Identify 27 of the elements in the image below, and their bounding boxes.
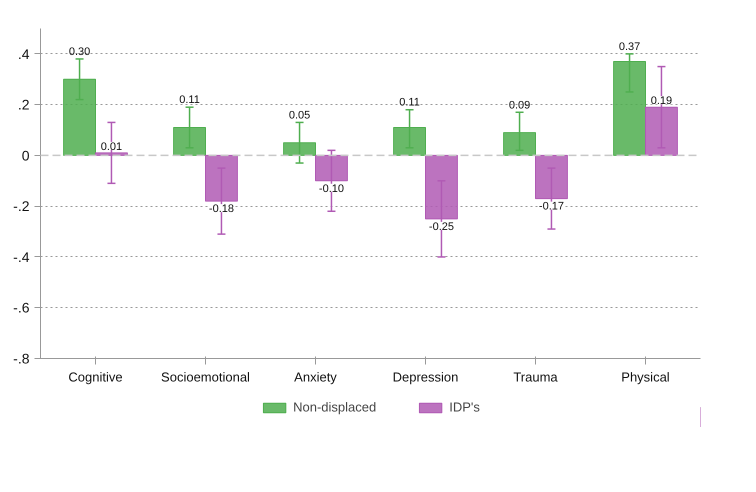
data-label: 0.11 (399, 96, 420, 109)
data-label: -0.10 (318, 182, 344, 195)
x-tick-label: Socioemotional (161, 370, 250, 384)
y-tick-label: -.6 (13, 300, 30, 316)
data-label: 0.30 (68, 46, 90, 58)
data-label: 0.19 (650, 95, 672, 108)
x-tick-label: Trauma (513, 370, 558, 384)
y-tick-label: .2 (18, 96, 30, 113)
data-label: -0.17 (538, 200, 564, 213)
y-tick-label: -.2 (13, 198, 30, 214)
x-tick-label: Anxiety (294, 370, 338, 384)
y-tick-label: .4 (18, 46, 30, 62)
y-tick-label: 0 (22, 147, 30, 164)
legend-label: IDP's (449, 400, 480, 414)
legend-label: Non-displaced (293, 400, 376, 414)
data-label: 0.01 (100, 140, 122, 153)
data-label: -0.25 (428, 220, 454, 233)
x-tick-label: Depression (392, 370, 458, 384)
x-tick-label: Physical (621, 370, 670, 384)
data-label: 0.09 (508, 99, 530, 112)
data-label: -0.18 (208, 203, 234, 216)
data-label: 0.11 (179, 94, 200, 106)
data-label: 0.05 (288, 109, 310, 122)
data-label: 0.37 (618, 40, 640, 53)
x-tick-label: Cognitive (68, 370, 123, 384)
y-tick-label: -.8 (13, 350, 30, 366)
y-tick-label: -.4 (13, 248, 30, 265)
